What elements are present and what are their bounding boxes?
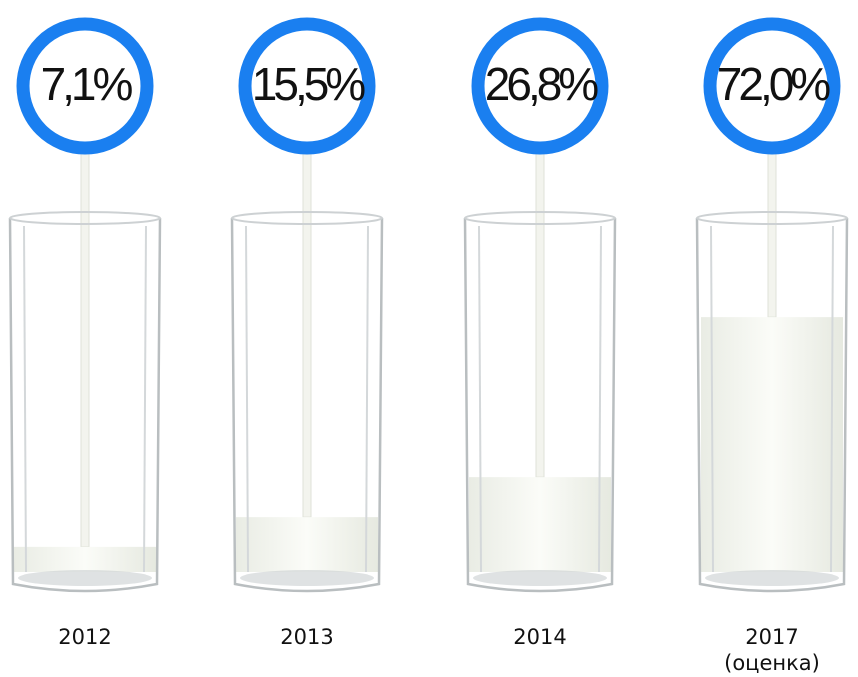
glass-base — [473, 570, 607, 586]
annotation: (оценка) — [724, 651, 820, 675]
bar — [236, 517, 378, 572]
x-tick-label: 2014 — [513, 625, 566, 649]
bar — [14, 547, 156, 572]
chart: 7,1% 2012 15,5% 2013 26,8% 2014 72,0% 2017(оцен… — [0, 0, 858, 677]
glass-edge — [144, 226, 146, 572]
milk-stream — [536, 140, 544, 477]
x-tick-label: 2013 — [280, 625, 333, 649]
bar — [701, 317, 843, 572]
glass-base — [240, 570, 374, 586]
value-label: 26,8% — [485, 58, 599, 110]
milk-stream — [768, 140, 776, 317]
milk-stream — [81, 140, 89, 547]
value-label: 15,5% — [252, 58, 366, 110]
milk-stream — [303, 140, 311, 517]
glass-base — [18, 570, 152, 586]
bar — [469, 477, 611, 572]
x-tick-label: 2017 — [745, 625, 798, 649]
value-label: 7,1% — [41, 58, 133, 110]
value-label: 72,0% — [717, 58, 831, 110]
x-tick-label: 2012 — [58, 625, 111, 649]
glass-edge — [24, 226, 26, 572]
glass-base — [705, 570, 839, 586]
